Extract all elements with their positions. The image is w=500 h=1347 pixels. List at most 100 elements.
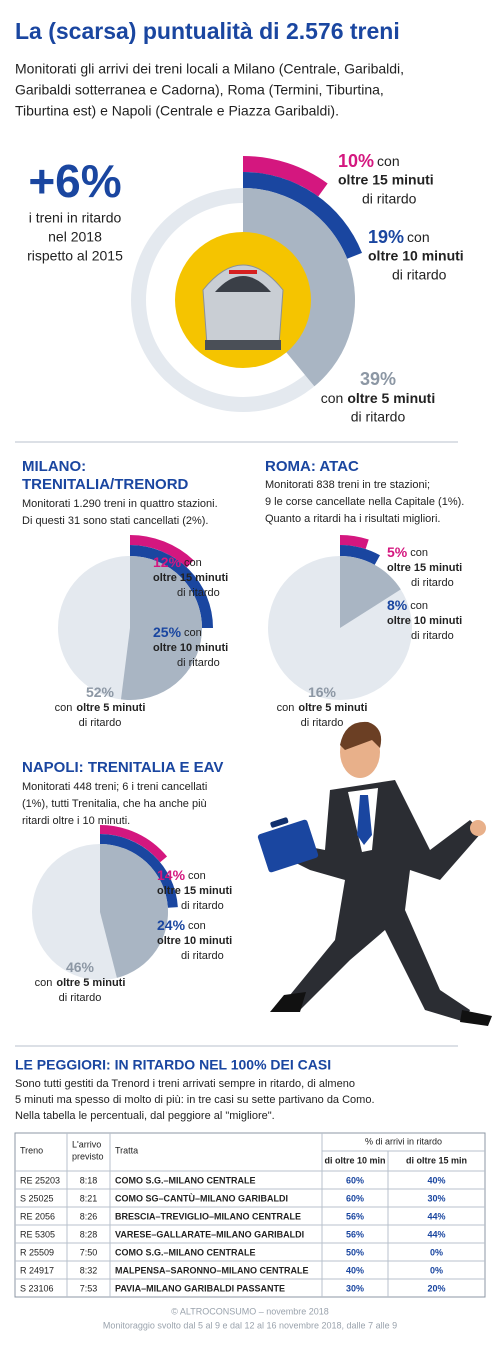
train-window xyxy=(215,276,271,292)
table-cell: 30% xyxy=(427,1193,445,1203)
train-stripe xyxy=(229,270,257,274)
footer-line: © ALTROCONSUMO – novembre 2018 xyxy=(171,1306,329,1316)
series-name: oltre 15 minuti xyxy=(153,572,228,584)
businessman-illustration xyxy=(257,721,492,1026)
column-header: Tratta xyxy=(115,1145,138,1155)
series-label: con oltre 5 minuti xyxy=(321,390,435,406)
table-cell: 60% xyxy=(346,1175,364,1185)
table-cell: S 25025 xyxy=(20,1193,54,1203)
series-suffix: di ritardo xyxy=(181,900,224,912)
value-label: 19% con xyxy=(368,227,430,247)
table-frame xyxy=(14,1132,486,1298)
value: 19% xyxy=(368,227,404,247)
series-suffix: di ritardo xyxy=(181,950,224,962)
table-cell: 8:18 xyxy=(80,1175,98,1185)
series-name: oltre 5 minuti xyxy=(56,977,125,989)
pie-segment xyxy=(340,556,401,628)
column-header: di oltre 15 min xyxy=(406,1155,467,1165)
value: 14% xyxy=(157,867,186,883)
series-name: oltre 5 minuti xyxy=(347,390,435,406)
table-cell: 40% xyxy=(427,1175,445,1185)
section-description: 9 le corse cancellate nella Capitale (1%… xyxy=(265,496,464,508)
pie-segment xyxy=(120,556,202,700)
pie-segment xyxy=(100,844,168,978)
series-name: oltre 5 minuti xyxy=(76,702,145,714)
table-cell: BRESCIA–TREVIGLIO–MILANO CENTRALE xyxy=(115,1211,301,1221)
intro-line: Monitorati gli arrivi dei treni locali a… xyxy=(15,61,404,77)
value: 25% xyxy=(153,624,182,640)
table-cell: COMO SG–CANTÙ–MILANO GARIBALDI xyxy=(115,1192,288,1203)
table-cell: 44% xyxy=(427,1229,445,1239)
connector: con xyxy=(184,627,202,639)
value: 10% xyxy=(338,151,374,171)
table-cell: PAVIA–MILANO GARIBALDI PASSANTE xyxy=(115,1283,285,1293)
section-description: Quanto a ritardi ha i risultati migliori… xyxy=(265,513,440,525)
intro-line: Tiburtina est) e Napoli (Centrale e Piaz… xyxy=(15,103,339,119)
table-cell: 8:21 xyxy=(80,1193,98,1203)
table-cell: 7:53 xyxy=(80,1283,98,1293)
value-label: 16% xyxy=(308,684,337,700)
table-cell: RE 2056 xyxy=(20,1211,55,1221)
column-header: L'arrivo xyxy=(72,1139,101,1149)
section-title: TRENITALIA/TRENORD xyxy=(22,476,189,493)
pie-segment xyxy=(130,535,194,568)
value: 52% xyxy=(86,684,115,700)
column-header: previsto xyxy=(72,1151,104,1161)
table-description: Nella tabella le percentuali, dal peggio… xyxy=(15,1110,275,1122)
connector: con xyxy=(321,390,344,406)
table-title: LE PEGGIORI: IN RITARDO NEL 100% DEI CAS… xyxy=(15,1057,331,1073)
table-cell: R 24917 xyxy=(20,1265,54,1275)
table-cell: COMO S.G.–MILANO CENTRALE xyxy=(115,1247,256,1257)
table-cell: S 23106 xyxy=(20,1283,54,1293)
series-suffix: di ritardo xyxy=(411,577,454,589)
pie-segment xyxy=(340,535,369,550)
train-base xyxy=(205,340,281,350)
series-suffix: di ritardo xyxy=(79,717,122,729)
connector: con xyxy=(407,229,430,245)
pie-segment xyxy=(243,156,328,197)
series-suffix: di ritardo xyxy=(392,267,447,283)
connector: con xyxy=(377,153,400,169)
value-label: 12% con xyxy=(153,554,202,570)
connector: con xyxy=(188,870,206,882)
table-cell: 50% xyxy=(346,1247,364,1257)
value: 12% xyxy=(153,554,182,570)
table-cell: 7:50 xyxy=(80,1247,98,1257)
series-suffix: di ritardo xyxy=(59,992,102,1004)
table-cell: 56% xyxy=(346,1229,364,1239)
connector: con xyxy=(55,702,73,714)
table-cell: 20% xyxy=(427,1283,445,1293)
section-title: MILANO: xyxy=(22,458,86,475)
table-cell: 8:32 xyxy=(80,1265,98,1275)
table-cell: VARESE–GALLARATE–MILANO GARIBALDI xyxy=(115,1229,304,1239)
series-name: oltre 10 minuti xyxy=(368,248,464,264)
series-name: oltre 10 minuti xyxy=(387,615,462,627)
section-description: Monitorati 838 treni in tre stazioni; xyxy=(265,479,430,491)
pie-segment xyxy=(130,545,213,628)
section-title: NAPOLI: TRENITALIA E EAV xyxy=(22,759,223,776)
connector: con xyxy=(184,557,202,569)
table-cell: 8:28 xyxy=(80,1229,98,1239)
value-label: 39% xyxy=(360,369,396,389)
value-label: 14% con xyxy=(157,867,206,883)
value-label: 24% con xyxy=(157,917,206,933)
series-label: con oltre 5 minuti xyxy=(35,977,126,989)
section-description: Di questi 31 sono stati cancellati (2%). xyxy=(22,515,208,527)
value: 46% xyxy=(66,959,95,975)
series-suffix: di ritardo xyxy=(301,717,344,729)
footer-line: Monitoraggio svolto dal 5 al 9 e dal 12 … xyxy=(103,1320,397,1330)
table-cell: RE 25203 xyxy=(20,1175,60,1185)
section-title: ROMA: ATAC xyxy=(265,458,359,475)
section-description: Monitorati 1.290 treni in quattro stazio… xyxy=(22,498,218,510)
connector: con xyxy=(35,977,53,989)
series-label: con oltre 5 minuti xyxy=(55,702,146,714)
series-name: oltre 15 minuti xyxy=(157,885,232,897)
intro-line: Garibaldi sotterranea e Cadorna), Roma (… xyxy=(15,82,384,98)
pie-segment xyxy=(340,545,380,565)
series-name: oltre 15 minuti xyxy=(338,172,434,188)
headline-line: i treni in ritardo xyxy=(29,210,122,226)
series-suffix: di ritardo xyxy=(351,409,406,425)
headline-value: +6% xyxy=(28,155,121,207)
section-description: (1%), tutti Trenitalia, che ha anche più xyxy=(22,798,207,810)
